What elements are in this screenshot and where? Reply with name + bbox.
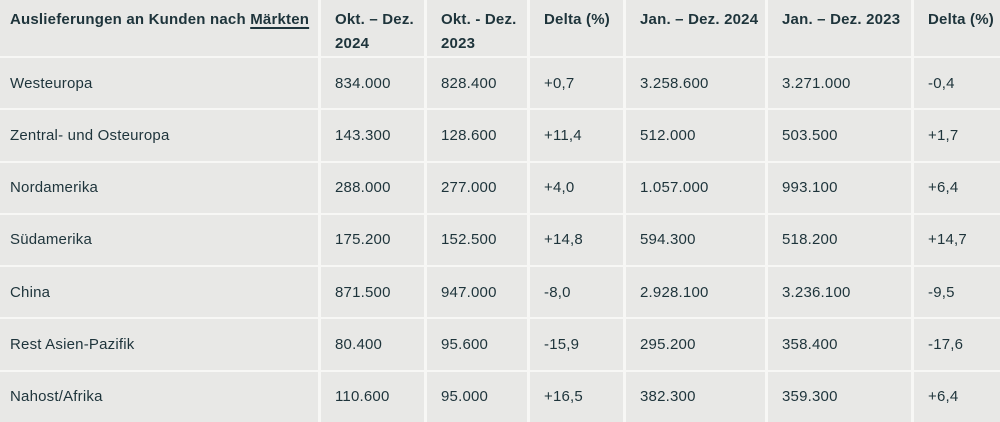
market-cell: Südamerika [0, 214, 318, 266]
market-cell: Nordamerika [0, 162, 318, 213]
value-cell: 358.400 [768, 319, 911, 370]
col-header-q4-2024: Okt. – Dez. 2024 [321, 0, 424, 56]
value-cell: 3.271.000 [768, 58, 911, 109]
value-cell: 152.500 [427, 214, 527, 266]
value-cell: 175.200 [321, 214, 424, 266]
value-cell: 295.200 [626, 319, 765, 370]
col-header-fy-2023: Jan. – Dez. 2023 [768, 0, 911, 56]
market-cell: Zentral- und Osteuropa [0, 110, 318, 161]
value-cell: 828.400 [427, 58, 527, 109]
value-cell: 110.600 [321, 371, 424, 422]
value-cell: 3.258.600 [626, 58, 765, 109]
value-cell: +4,0 [530, 162, 623, 213]
value-cell: +14,8 [530, 214, 623, 266]
value-cell: +0,7 [530, 58, 623, 109]
value-cell: 871.500 [321, 267, 424, 318]
market-term-link[interactable]: Märkten [250, 11, 310, 28]
market-cell: Nahost/Afrika [0, 371, 318, 422]
value-cell: +16,5 [530, 371, 623, 422]
value-cell: 143.300 [321, 110, 424, 161]
col-header-q4-2023: Okt. - Dez. 2023 [427, 0, 527, 56]
value-cell: 382.300 [626, 371, 765, 422]
value-cell: 95.000 [427, 371, 527, 422]
value-cell: 359.300 [768, 371, 911, 422]
value-cell: +6,4 [914, 162, 1000, 213]
value-cell: 288.000 [321, 162, 424, 213]
table-title: Auslieferungen an Kunden nach Märkten [0, 0, 318, 56]
value-cell: 80.400 [321, 319, 424, 370]
value-cell: 2.928.100 [626, 267, 765, 318]
market-cell: Rest Asien-Pazifik [0, 319, 318, 370]
col-header-delta-q4: Delta (%) [530, 0, 623, 56]
col-header-fy-2024: Jan. – Dez. 2024 [626, 0, 765, 56]
value-cell: +11,4 [530, 110, 623, 161]
value-cell: 594.300 [626, 214, 765, 266]
market-cell: Westeuropa [0, 58, 318, 109]
value-cell: 277.000 [427, 162, 527, 213]
value-cell: 3.236.100 [768, 267, 911, 318]
value-cell: -8,0 [530, 267, 623, 318]
market-cell: China [0, 267, 318, 318]
value-cell: 518.200 [768, 214, 911, 266]
table-title-text: Auslieferungen an Kunden nach [10, 11, 251, 28]
value-cell: -0,4 [914, 58, 1000, 109]
value-cell: +14,7 [914, 214, 1000, 266]
value-cell: 834.000 [321, 58, 424, 109]
value-cell: 503.500 [768, 110, 911, 161]
value-cell: +6,4 [914, 371, 1000, 422]
value-cell: 512.000 [626, 110, 765, 161]
value-cell: +1,7 [914, 110, 1000, 161]
col-header-delta-fy: Delta (%) [914, 0, 1000, 56]
value-cell: 947.000 [427, 267, 527, 318]
value-cell: -15,9 [530, 319, 623, 370]
value-cell: 128.600 [427, 110, 527, 161]
value-cell: -9,5 [914, 267, 1000, 318]
value-cell: -17,6 [914, 319, 1000, 370]
value-cell: 95.600 [427, 319, 527, 370]
value-cell: 1.057.000 [626, 162, 765, 213]
value-cell: 993.100 [768, 162, 911, 213]
